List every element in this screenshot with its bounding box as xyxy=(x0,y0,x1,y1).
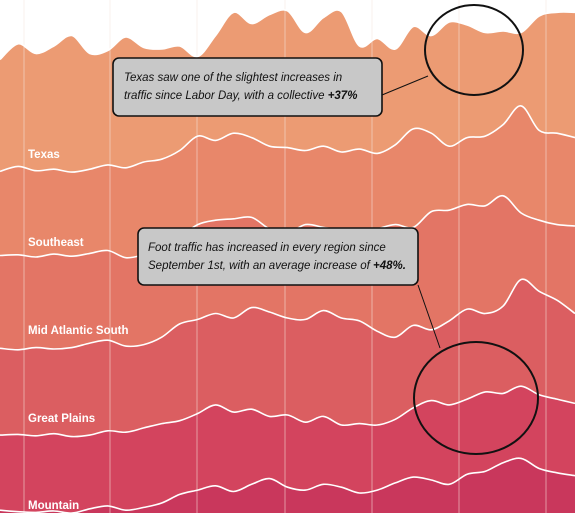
series-label-4: Great Plains xyxy=(28,413,95,425)
annotation-average: Foot traffic has increased in every regi… xyxy=(137,227,539,455)
annotation-texas: Texas saw one of the slightest increases… xyxy=(112,4,524,117)
annotation-average-leader xyxy=(417,284,441,349)
series-line-5 xyxy=(0,457,575,513)
series-labels: Texas Southeast Mid Atlantic South Great Pl… xyxy=(28,149,129,512)
annotation-average-strong: +48%. xyxy=(373,260,406,272)
series-label-2: Southeast xyxy=(28,237,84,249)
series-line-4 xyxy=(0,385,575,438)
series-line-1 xyxy=(0,105,575,173)
series-label-3: Mid Atlantic South xyxy=(28,325,129,337)
annotation-texas-leader xyxy=(381,75,429,96)
series-line-0 xyxy=(0,9,575,61)
svg-text:Texas saw one of the slightest: Texas saw one of the slightest increases… xyxy=(124,72,357,102)
annotation-texas-strong: +37% xyxy=(328,90,358,102)
area-bands xyxy=(0,9,575,513)
annotation-average-box xyxy=(137,227,419,286)
series-line-3 xyxy=(0,278,575,351)
annotation-average-line2: September 1st, with an average increase … xyxy=(148,260,406,272)
annotation-texas-line1: Texas saw one of the slightest increases… xyxy=(124,72,342,84)
annotation-average-line1: Foot traffic has increased in every regi… xyxy=(148,242,386,254)
svg-text:Foot traffic has increased in: Foot traffic has increased in every regi… xyxy=(148,242,406,272)
area-band-5 xyxy=(0,458,575,513)
highlight-circle-average xyxy=(413,341,539,455)
highlight-circle-texas xyxy=(424,4,524,96)
series-label-1: Texas xyxy=(28,149,60,161)
series-label-5: Mountain xyxy=(28,500,79,512)
annotation-texas-box xyxy=(112,57,383,117)
annotation-texas-line2: traffic since Labor Day, with a collecti… xyxy=(124,90,357,102)
